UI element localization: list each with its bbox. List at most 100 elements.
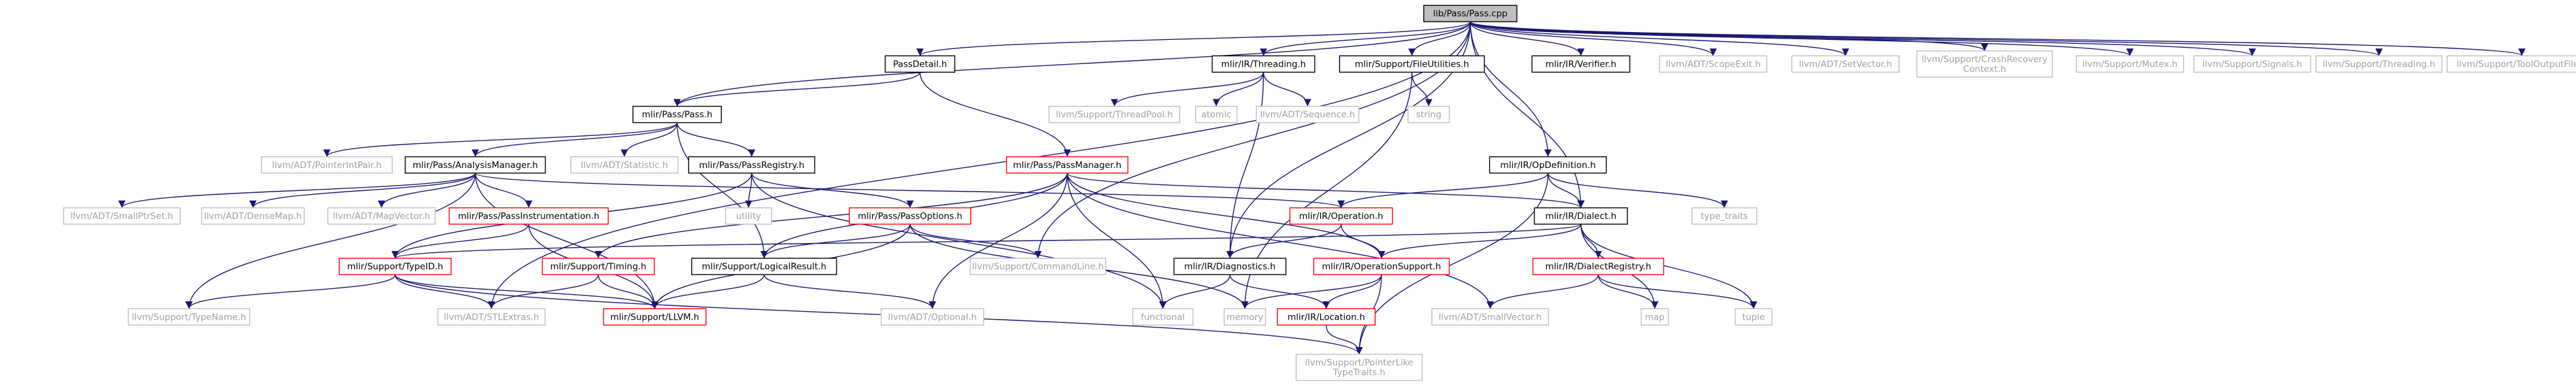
node-box <box>881 308 985 326</box>
node-mlir-ir-verifier[interactable]: mlir/IR/Verifier.h <box>1531 55 1631 73</box>
node-llvm-support-mutex[interactable]: llvm/Support/Mutex.h <box>2076 55 2184 73</box>
node-box <box>541 258 655 275</box>
edge-mlir-ir-opdefinition-to-type-traits <box>1547 173 1728 209</box>
node-llvm-support-threading[interactable]: llvm/Support/Threading.h <box>2315 55 2443 73</box>
node-mlir-pass-pass[interactable]: mlir/Pass/Pass.h <box>632 105 722 124</box>
node-mlir-ir-threading[interactable]: mlir/IR/Threading.h <box>1212 55 1315 73</box>
node-mlir-support-llvm[interactable]: mlir/Support/LLVM.h <box>603 308 707 326</box>
edge-mlir-support-timing-to-llvm-adt-stlextras <box>488 274 599 309</box>
node-label: mlir/Support/FileUtilities.h <box>1355 59 1469 69</box>
node-mlir-pass-analysismanager[interactable]: mlir/Pass/AnalysisManager.h <box>405 156 546 174</box>
node-llvm-support-commandline[interactable]: llvm/Support/CommandLine.h <box>970 258 1106 275</box>
node-mlir-support-fileutilities[interactable]: mlir/Support/FileUtilities.h <box>1339 55 1485 73</box>
node-mlir-support-timing[interactable]: mlir/Support/Timing.h <box>541 258 655 275</box>
node-box <box>603 308 707 326</box>
node-llvm-adt-setvector[interactable]: llvm/ADT/SetVector.h <box>1791 55 1900 73</box>
node-box <box>1691 207 1757 225</box>
node-mlir-support-logicalresult[interactable]: mlir/Support/LogicalResult.h <box>691 258 838 275</box>
node-mlir-pass-passregistry[interactable]: mlir/Pass/PassRegistry.h <box>688 156 815 174</box>
node-label: mlir/Pass/Pass.h <box>642 110 713 120</box>
edge-mlir-ir-dialect-to-tuple <box>1580 224 1757 309</box>
node-mlir-ir-operationsupport[interactable]: mlir/IR/OperationSupport.h <box>1313 258 1450 275</box>
node-mlir-ir-operation[interactable]: mlir/IR/Operation.h <box>1289 207 1393 225</box>
node-mlir-ir-location[interactable]: mlir/IR/Location.h <box>1276 308 1376 326</box>
node-tuple[interactable]: tuple <box>1735 308 1772 326</box>
edge-mlir-ir-opdefinition-to-mlir-ir-dialect <box>1547 173 1585 208</box>
node-box <box>725 207 772 225</box>
node-llvm-adt-statistic[interactable]: llvm/ADT/Statistic.h <box>570 156 679 174</box>
node-type-traits[interactable]: type_traits <box>1691 207 1757 225</box>
node-llvm-adt-optional[interactable]: llvm/ADT/Optional.h <box>881 308 985 326</box>
node-llvm-support-threadpool[interactable]: llvm/Support/ThreadPool.h <box>1048 105 1181 124</box>
node-mlir-ir-dialectregistry[interactable]: mlir/IR/DialectRegistry.h <box>1532 258 1665 275</box>
node-box <box>1255 105 1360 124</box>
edge-pass-detail-to-mlir-pass-pass <box>673 72 921 107</box>
node-llvm-support-tooloutputfile[interactable]: llvm/Support/ToolOutputFile.h <box>2447 55 2576 73</box>
node-mlir-ir-opdefinition[interactable]: mlir/IR/OpDefinition.h <box>1489 156 1607 174</box>
node-mlir-pass-passoptions[interactable]: mlir/Pass/PassOptions.h <box>849 207 972 225</box>
node-utility[interactable]: utility <box>725 207 772 225</box>
node-atomic[interactable]: atomic <box>1195 105 1238 124</box>
node-mlir-pass-passmanager[interactable]: mlir/Pass/PassManager.h <box>1006 156 1128 174</box>
edge-mlir-pass-analysismanager-to-mlir-pass-passinstrumentation <box>475 173 533 209</box>
node-label: llvm/ADT/MapVector.h <box>333 211 430 222</box>
node-pass-cpp[interactable]: lib/Pass/Pass.cpp <box>1423 5 1517 22</box>
node-label: llvm/ADT/ScopeExit.h <box>1666 59 1761 69</box>
node-map[interactable]: map <box>1640 308 1669 326</box>
edge-mlir-ir-threading-to-mlir-ir-diagnostics <box>1226 72 1264 259</box>
node-box <box>339 258 452 275</box>
edge-mlir-ir-operation-to-mlir-ir-diagnostics <box>1226 224 1342 259</box>
node-llvm-adt-densemap[interactable]: llvm/ADT/DenseMap.h <box>201 207 305 225</box>
edge-pass-cpp-to-llvm-support-threading <box>1470 21 2382 57</box>
node-label: llvm/Support/ToolOutputFile.h <box>2456 59 2576 69</box>
node-label: tuple <box>1742 312 1765 322</box>
node-mlir-pass-passinstrumentation[interactable]: mlir/Pass/PassInstrumentation.h <box>449 207 609 225</box>
edge-mlir-pass-passmanager-to-functional <box>1066 173 1167 309</box>
node-label: lib/Pass/Pass.cpp <box>1433 8 1508 19</box>
node-llvm-adt-smallptrset[interactable]: llvm/ADT/SmallPtrSet.h <box>63 207 181 225</box>
edge-mlir-support-typeid-to-llvm-adt-stlextras <box>394 274 496 309</box>
edge-mlir-ir-dialect-to-mlir-ir-dialectregistry <box>1580 224 1602 259</box>
node-memory[interactable]: memory <box>1223 308 1266 326</box>
node-label: mlir/Support/TypeID.h <box>347 261 443 272</box>
edge-pass-cpp-to-mlir-ir-dialect <box>1470 22 1585 208</box>
node-mlir-support-typeid[interactable]: mlir/Support/TypeID.h <box>339 258 452 275</box>
edge-mlir-ir-dialectregistry-to-tuple <box>1597 274 1757 309</box>
node-string[interactable]: string <box>1407 105 1450 124</box>
node-box <box>570 156 679 174</box>
edge-pass-cpp-to-llvm-support-tooloutputfile <box>1470 21 2526 57</box>
node-llvm-support-typename[interactable]: llvm/Support/TypeName.h <box>127 308 250 326</box>
node-mlir-ir-dialect[interactable]: mlir/IR/Dialect.h <box>1534 207 1628 225</box>
node-label: llvm/Support/Mutex.h <box>2082 59 2178 69</box>
node-label: llvm/Support/PointerLike <box>1305 358 1413 368</box>
edge-mlir-support-logicalresult-to-llvm-adt-optional <box>764 274 936 309</box>
node-llvm-adt-scopeexit[interactable]: llvm/ADT/ScopeExit.h <box>1659 55 1768 73</box>
node-label: llvm/ADT/SetVector.h <box>1799 59 1891 69</box>
node-llvm-adt-sequence[interactable]: llvm/ADT/Sequence.h <box>1255 105 1360 124</box>
node-box <box>1276 308 1376 326</box>
node-llvm-adt-stlextras[interactable]: llvm/ADT/STLExtras.h <box>437 308 546 326</box>
edge-mlir-ir-dialectregistry-to-llvm-adt-smallvector <box>1486 274 1599 309</box>
node-mlir-ir-diagnostics[interactable]: mlir/IR/Diagnostics.h <box>1173 258 1287 275</box>
node-box <box>1531 55 1631 73</box>
edge-mlir-support-typeid-to-llvm-support-pointerliketypetraits <box>394 274 1363 355</box>
node-label: llvm/ADT/STLExtras.h <box>444 312 539 322</box>
node-label: mlir/IR/Location.h <box>1287 312 1365 322</box>
node-llvm-adt-smallvector[interactable]: llvm/ADT/SmallVector.h <box>1431 308 1550 326</box>
node-label: utility <box>736 211 761 222</box>
edge-mlir-ir-dialectregistry-to-map <box>1597 275 1659 309</box>
node-llvm-adt-mapvector[interactable]: llvm/ADT/MapVector.h <box>327 207 436 225</box>
node-box <box>327 207 436 225</box>
edge-mlir-pass-analysismanager-to-mlir-support-llvm <box>475 173 659 309</box>
node-functional[interactable]: functional <box>1132 308 1194 326</box>
node-pass-detail[interactable]: PassDetail.h <box>885 55 956 73</box>
node-llvm-adt-pointerintpair[interactable]: llvm/ADT/PointerIntPair.h <box>261 156 393 174</box>
edge-mlir-pass-passmanager-to-mlir-ir-dialect <box>1066 173 1585 209</box>
node-box <box>261 156 393 174</box>
node-label: TypeTraits.h <box>1332 367 1385 378</box>
edge-mlir-ir-operation-to-mlir-ir-operationsupport <box>1340 224 1385 259</box>
node-llvm-support-signals[interactable]: llvm/Support/Signals.h <box>2193 55 2311 73</box>
edge-mlir-pass-passinstrumentation-to-mlir-support-typeid <box>391 224 530 259</box>
